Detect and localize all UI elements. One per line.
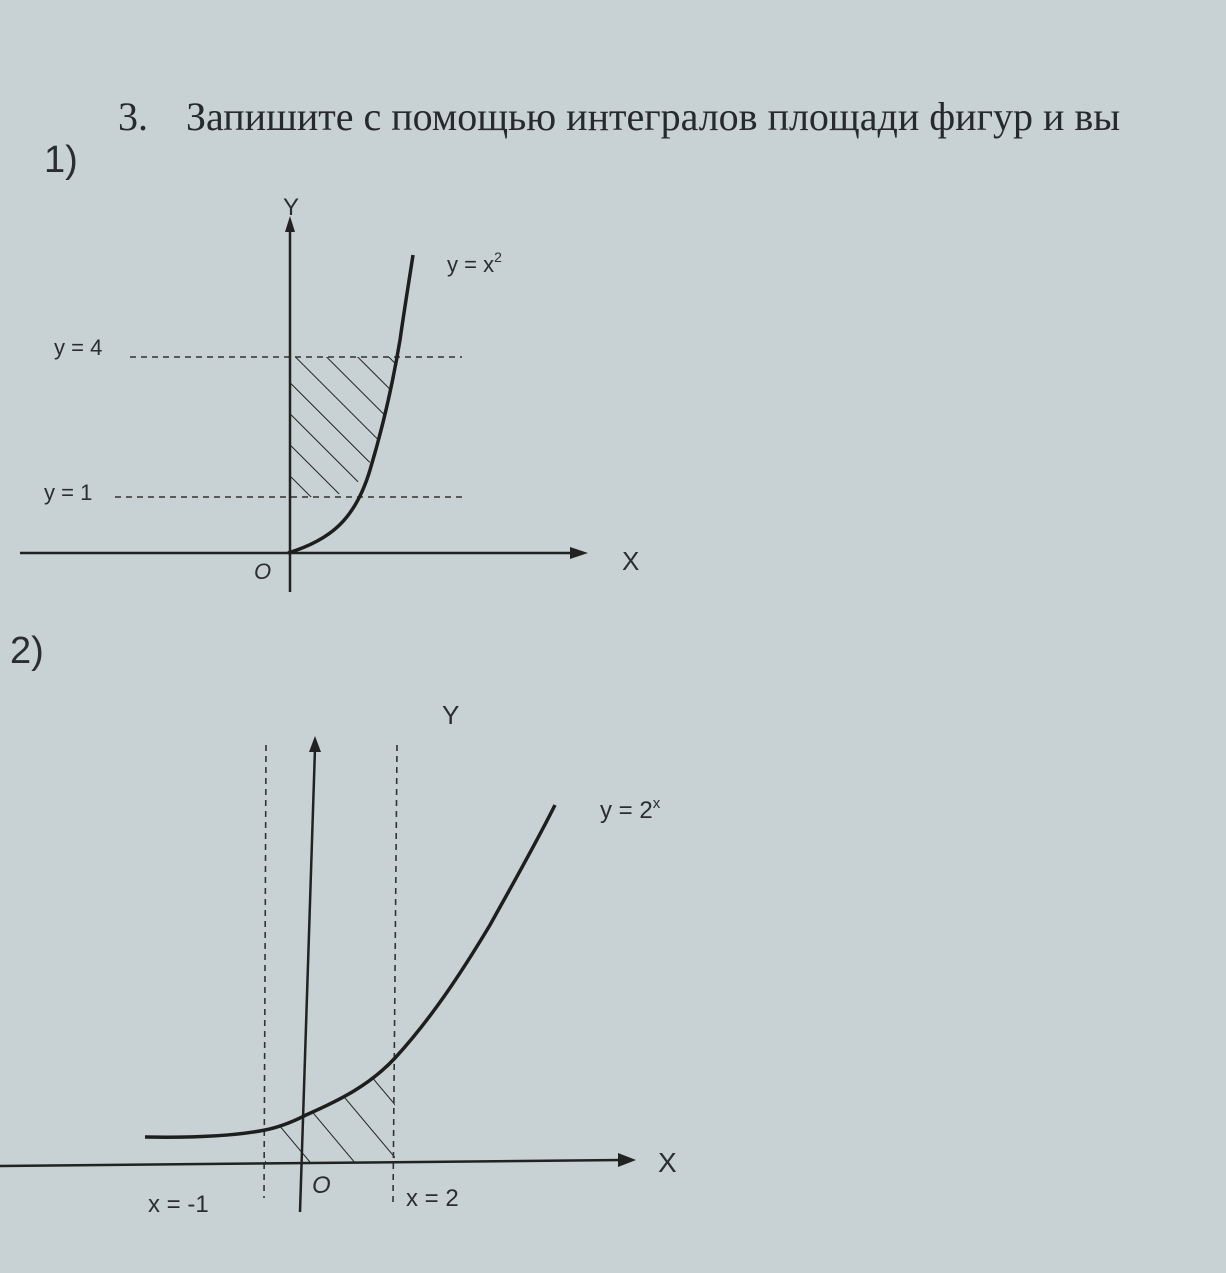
label-y-1: y = 1 (44, 480, 92, 505)
figure-2-x-label: X (658, 1147, 677, 1178)
y-axis (298, 747, 317, 1213)
figure-1-curve-label: y = x2 (447, 249, 502, 277)
x-axis (0, 1158, 623, 1168)
task-text: Запишите с помощью интегралов площади фи… (186, 94, 1120, 139)
label-x-minus-1: x = -1 (148, 1191, 209, 1218)
y-axis-arrow-icon (285, 216, 295, 232)
label-y-4: y = 4 (54, 335, 102, 360)
y-axis-arrow-icon (309, 736, 321, 752)
figure-2-curve-label: y = 2x (600, 795, 661, 824)
x-axis-arrow-icon (618, 1153, 636, 1167)
hatched-region-1 (290, 357, 398, 497)
figure-2: 2) Y X O y = 2x x = -1 x = 2 (0, 630, 677, 1218)
label-x-2: x = 2 (406, 1185, 459, 1212)
curve-y-x2 (287, 254, 415, 555)
hatched-region-2 (265, 1058, 395, 1163)
x-axis-arrow-icon (570, 547, 588, 559)
figure-1-x-label: X (622, 546, 639, 576)
figure-1-origin: O (254, 559, 271, 584)
figure-2-label: 2) (10, 630, 44, 672)
figure-2-y-label: Y (442, 700, 459, 730)
figure-1: 1) Y X O y = x2 y = 4 y = 1 (20, 139, 639, 592)
figure-1-y-label: Y (283, 194, 299, 221)
curve-y-2x (144, 804, 557, 1139)
line-x-minus-1 (263, 744, 267, 1199)
figure-1-label: 1) (44, 139, 78, 181)
task-number: 3. (118, 94, 148, 139)
figure-2-origin: O (312, 1172, 331, 1199)
